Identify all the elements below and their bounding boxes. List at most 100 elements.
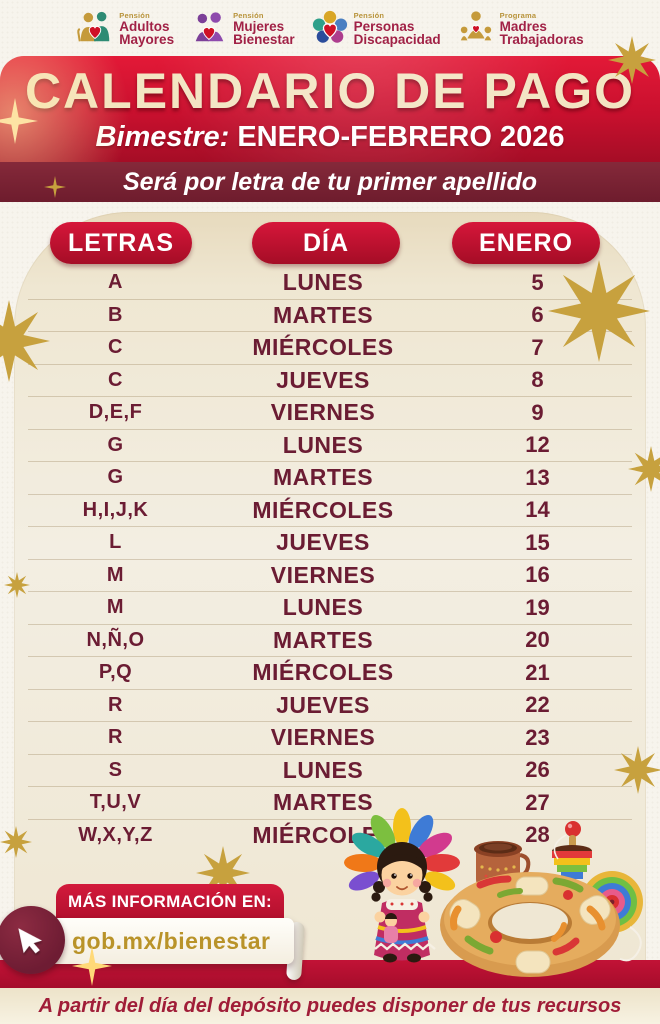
table-row: H,I,J,K MIÉRCOLES 14 xyxy=(28,495,632,527)
cell-day: LUNES xyxy=(282,594,364,621)
cell-day: LUNES xyxy=(282,756,364,783)
cell-letters: R xyxy=(108,693,123,716)
rosca-and-doll-illustration xyxy=(344,808,643,977)
cell-date: 12 xyxy=(525,432,550,458)
cell-letters: G xyxy=(107,433,124,456)
cell-date: 13 xyxy=(525,464,550,490)
table-row: R VIERNES 23 xyxy=(28,722,632,755)
cell-date: 28 xyxy=(525,822,550,848)
cell-date: 22 xyxy=(525,692,550,718)
cell-date: 23 xyxy=(525,724,550,750)
program-kicker: Pensión xyxy=(119,10,150,20)
cell-day: MARTES xyxy=(272,464,374,491)
cell-letters: C xyxy=(108,368,123,391)
calendar-card xyxy=(14,212,646,964)
cell-day: LUNES xyxy=(282,269,364,296)
column-header-letras: LETRAS xyxy=(50,222,192,264)
cell-day: VIERNES xyxy=(270,724,376,751)
star-decoration xyxy=(548,260,650,362)
star-decoration xyxy=(0,826,32,858)
url-strip[interactable]: gob.mx/bienestar xyxy=(26,918,294,964)
column-header-dia: DÍA xyxy=(252,222,400,264)
cell-letters: L xyxy=(109,531,122,554)
cell-date: 21 xyxy=(525,659,550,685)
sparkle-decoration xyxy=(72,946,112,986)
program-name-line1: Madres xyxy=(499,18,547,34)
cell-letters: C xyxy=(108,336,123,359)
personas-discapacidad-icon xyxy=(312,10,347,43)
cell-day: VIERNES xyxy=(270,399,376,426)
cell-day: JUEVES xyxy=(276,366,370,393)
program-madres-trabajadoras: Programa Madres Trabajadoras xyxy=(457,9,584,47)
cell-letters: H,I,J,K xyxy=(82,498,149,521)
adultos-mayores-icon xyxy=(77,11,110,42)
cell-date: 16 xyxy=(525,562,550,588)
table-row: S LUNES 26 xyxy=(28,755,632,787)
cell-letters: B xyxy=(108,303,123,326)
bimestre-line: Bimestre: ENERO-FEBRERO 2026 xyxy=(0,121,660,154)
star-decoration xyxy=(614,746,660,794)
title-banner: CALENDARIO DE PAGO Bimestre: ENERO-FEBRE… xyxy=(0,56,660,162)
table-row: M VIERNES 16 xyxy=(28,560,632,592)
cell-day: MARTES xyxy=(272,626,374,653)
cell-letters: G xyxy=(107,466,124,489)
mouse-cursor-icon xyxy=(18,928,42,954)
star-decoration xyxy=(608,36,656,84)
cell-letters: W,X,Y,Z xyxy=(78,823,153,846)
cell-day: MIÉRCOLES xyxy=(252,659,394,686)
table-row: R JUEVES 22 xyxy=(28,690,632,722)
cell-date: 26 xyxy=(525,757,550,783)
table-row: W,X,Y,Z MIÉRCOLES 28 xyxy=(28,820,632,852)
program-kicker: Pensión xyxy=(233,10,264,20)
cell-date: 8 xyxy=(531,367,544,393)
cell-letters: A xyxy=(108,271,123,294)
program-personas-discapacidad: Pensión Personas Discapacidad xyxy=(311,9,441,47)
website-url[interactable]: gob.mx/bienestar xyxy=(72,928,271,954)
cell-date: 27 xyxy=(525,789,550,815)
program-kicker: Programa xyxy=(499,10,537,20)
sparkle-decoration xyxy=(0,98,38,144)
program-adultos-mayores: Pensión Adultos Mayores xyxy=(76,9,174,47)
cell-letters: D,E,F xyxy=(88,401,143,424)
cell-letters: M xyxy=(106,563,125,586)
program-name-line2: Discapacidad xyxy=(353,31,441,47)
cursor-badge xyxy=(0,906,65,974)
bimestre-value: ENERO-FEBRERO 2026 xyxy=(237,121,565,153)
table-row: G MARTES 13 xyxy=(28,462,632,495)
table-row: G LUNES 12 xyxy=(28,430,632,462)
program-name-line1: Mujeres xyxy=(233,18,285,34)
program-name-line2: Trabajadoras xyxy=(499,31,584,47)
table-body: A LUNES 5 B MARTES 6 C MIÉRCOLES 7 C JUEVES 8 D,E,F V… xyxy=(28,267,632,851)
program-mujeres-bienestar: Pensión Mujeres Bienestar xyxy=(190,9,295,47)
cell-day: LUNES xyxy=(282,431,364,458)
instruction-bar: Será por letra de tu primer apellido xyxy=(0,162,660,202)
program-name-line1: Personas xyxy=(353,18,415,34)
cell-date: 6 xyxy=(531,302,544,328)
cell-letters: R xyxy=(108,726,123,749)
cell-day: MIÉRCOLES xyxy=(252,496,394,523)
cell-date: 5 xyxy=(531,269,544,295)
cell-day: MARTES xyxy=(272,789,374,816)
cell-day: JUEVES xyxy=(276,691,370,718)
table-row: M LUNES 19 xyxy=(28,592,632,625)
table-row: A LUNES 5 xyxy=(28,267,632,300)
table-row: D,E,F VIERNES 9 xyxy=(28,397,632,430)
table-row: C MIÉRCOLES 7 xyxy=(28,332,632,365)
column-header-enero: ENERO xyxy=(452,222,600,264)
star-decoration xyxy=(44,176,66,198)
cell-date: 14 xyxy=(525,497,550,523)
program-name-line2: Mayores xyxy=(119,31,175,47)
table-row: T,U,V MARTES 27 xyxy=(28,787,632,820)
cell-day: MIÉRCOLES xyxy=(252,334,394,361)
cell-day: VIERNES xyxy=(270,561,376,588)
cell-date: 15 xyxy=(525,529,550,555)
table-row: B MARTES 6 xyxy=(28,300,632,332)
deposit-note: A partir del día del depósito puedes dis… xyxy=(0,988,660,1024)
star-decoration xyxy=(4,572,30,598)
cell-letters: T,U,V xyxy=(89,791,142,814)
cell-letters: P,Q xyxy=(98,661,133,684)
program-name-line2: Bienestar xyxy=(233,31,295,47)
bimestre-label: Bimestre: xyxy=(95,121,230,153)
table-row: N,Ñ,O MARTES 20 xyxy=(28,625,632,657)
